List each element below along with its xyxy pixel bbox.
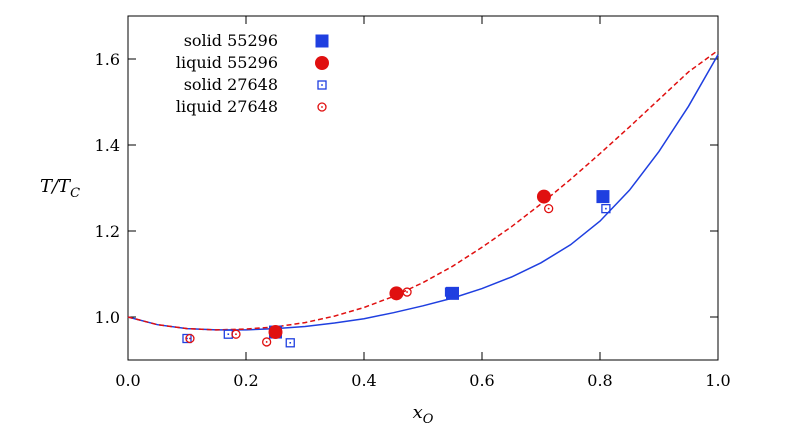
point-liquid-27648-dot: [189, 337, 191, 340]
x-tick-label: 0.0: [115, 371, 140, 390]
point-solid-27648-dot: [186, 337, 188, 340]
y-tick-label: 1.2: [95, 222, 120, 241]
legend-marker: [315, 34, 329, 48]
x-tick-label: 0.8: [587, 371, 612, 390]
point-solid-27648: [444, 287, 455, 297]
point-solid-55296: [446, 286, 459, 300]
legend-marker-outline: [317, 102, 327, 112]
y-tick-label: 1.4: [95, 136, 120, 155]
point-liquid-55296: [536, 189, 551, 204]
legend-marker: [317, 102, 327, 112]
x-tick-label: 0.6: [469, 371, 494, 390]
point-solid-27648-outline: [601, 203, 611, 214]
y-axis-label-main: T/T: [40, 176, 72, 197]
point-liquid-27648-outline: [402, 287, 412, 297]
y-tick-label: 1.0: [95, 308, 120, 327]
legend-label: liquid 55296: [176, 53, 278, 72]
x-tick-label: 0.4: [351, 371, 376, 390]
point-solid-27648-dot: [289, 342, 292, 344]
legend-marker-dot: [321, 106, 323, 108]
point-liquid-27648-outline: [231, 329, 241, 339]
point-solid-55296: [596, 190, 610, 204]
point-liquid-27648-dot: [406, 291, 408, 293]
point-solid-27648-dot: [605, 207, 607, 210]
point-liquid-27648-dot: [547, 207, 550, 210]
y-axis-label-sub: C: [70, 186, 80, 201]
x-axis-label: xO: [413, 402, 434, 427]
legend-marker-outline: [317, 80, 327, 90]
point-liquid-27648: [261, 337, 272, 347]
legend-marker: [315, 56, 329, 70]
point-solid-27648: [223, 329, 233, 339]
x-tick-label: 1.0: [705, 371, 730, 390]
x-axis-label-sub: O: [423, 412, 434, 427]
point-liquid-27648: [185, 333, 195, 344]
y-tick-label: 1.6: [95, 50, 120, 69]
point-liquid-27648-dot: [235, 333, 237, 336]
point-liquid-27648-outline: [185, 333, 195, 344]
point-liquid-27648: [402, 287, 412, 297]
legend: solid 55296 liquid 55296 solid 27648 liquid…: [176, 31, 329, 116]
point-liquid-27648-dot: [265, 341, 268, 343]
point-liquid-27648-outline: [261, 337, 272, 347]
solidus-curve: [127, 54, 719, 331]
point-liquid-27648: [544, 203, 554, 214]
point-liquid-55296: [389, 286, 404, 301]
legend-marker-dot: [321, 84, 323, 86]
y-axis-label: T/TC: [40, 176, 80, 201]
axes: 0.0 0.2 0.4 0.6 0.8 1.0 1.0 1.2 1.4 1.6: [95, 15, 731, 390]
point-liquid-55296: [268, 325, 283, 340]
legend-label: solid 55296: [184, 31, 278, 50]
point-solid-27648-outline: [285, 338, 295, 348]
axis-labels: xO T/TC: [40, 176, 434, 427]
point-solid-27648-dot: [448, 291, 451, 293]
legend-label: solid 27648: [184, 75, 278, 94]
data-markers: [182, 189, 611, 348]
point-liquid-27648-outline: [544, 203, 554, 214]
plot-frame: [127, 15, 719, 361]
point-solid-27648-dot: [227, 333, 230, 335]
x-axis-label-main: x: [413, 402, 423, 423]
point-solid-27648: [285, 338, 295, 348]
point-solid-27648: [182, 333, 192, 344]
point-solid-27648-outline: [182, 333, 192, 344]
legend-marker: [317, 80, 327, 90]
point-solid-27648: [601, 203, 611, 214]
point-liquid-27648: [231, 329, 241, 339]
point-solid-27648-outline: [444, 287, 455, 297]
legend-label: liquid 27648: [176, 97, 278, 116]
x-tick-label: 0.2: [233, 371, 258, 390]
